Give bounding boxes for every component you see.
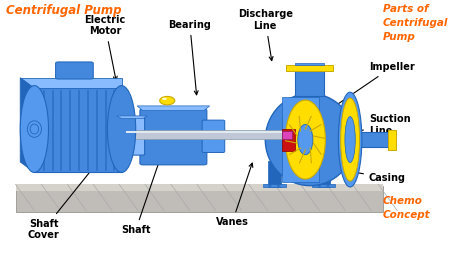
Text: Bearing: Bearing	[168, 20, 211, 95]
Bar	[312, 184, 335, 187]
Bar	[282, 131, 292, 139]
Polygon shape	[20, 78, 121, 88]
Ellipse shape	[265, 94, 355, 186]
Polygon shape	[282, 97, 319, 182]
Bar	[317, 161, 330, 187]
FancyBboxPatch shape	[119, 118, 145, 155]
Text: Electric
Motor: Electric Motor	[84, 15, 126, 80]
Bar	[268, 161, 281, 187]
Ellipse shape	[160, 96, 175, 105]
Text: Vanes: Vanes	[216, 163, 253, 227]
Text: Impeller: Impeller	[318, 62, 415, 118]
Ellipse shape	[269, 185, 272, 187]
FancyBboxPatch shape	[16, 184, 383, 191]
Text: Centrifugal Pump: Centrifugal Pump	[6, 4, 122, 17]
Text: Shaft
Cover: Shaft Cover	[28, 153, 105, 240]
Bar	[126, 131, 298, 133]
FancyBboxPatch shape	[202, 120, 225, 152]
Ellipse shape	[277, 185, 280, 187]
Bar	[263, 184, 285, 187]
Polygon shape	[117, 116, 147, 119]
Ellipse shape	[285, 100, 325, 179]
Polygon shape	[20, 78, 35, 172]
Text: Shaft: Shaft	[121, 151, 163, 235]
Bar	[353, 132, 388, 147]
Text: Suction
Line: Suction Line	[352, 114, 410, 136]
Bar	[286, 65, 333, 71]
Text: Parts of
Centrifugal
Pump: Parts of Centrifugal Pump	[383, 4, 448, 42]
Ellipse shape	[20, 86, 48, 172]
Ellipse shape	[338, 92, 362, 187]
FancyBboxPatch shape	[16, 186, 383, 212]
Ellipse shape	[298, 124, 313, 155]
Polygon shape	[137, 106, 210, 111]
Ellipse shape	[162, 98, 167, 100]
Ellipse shape	[108, 86, 136, 172]
FancyBboxPatch shape	[55, 62, 93, 79]
Ellipse shape	[318, 185, 321, 187]
Ellipse shape	[341, 98, 359, 181]
Bar	[282, 128, 295, 151]
Ellipse shape	[327, 185, 329, 187]
Ellipse shape	[345, 117, 356, 163]
Bar	[295, 71, 324, 96]
FancyBboxPatch shape	[140, 109, 207, 165]
Bar	[295, 63, 324, 65]
Text: Casing: Casing	[328, 167, 406, 183]
Text: Discharge
Line: Discharge Line	[238, 9, 293, 61]
Bar	[388, 130, 396, 149]
Text: Chemo
Concept: Chemo Concept	[383, 196, 431, 220]
FancyBboxPatch shape	[35, 88, 121, 172]
Bar	[126, 130, 298, 139]
